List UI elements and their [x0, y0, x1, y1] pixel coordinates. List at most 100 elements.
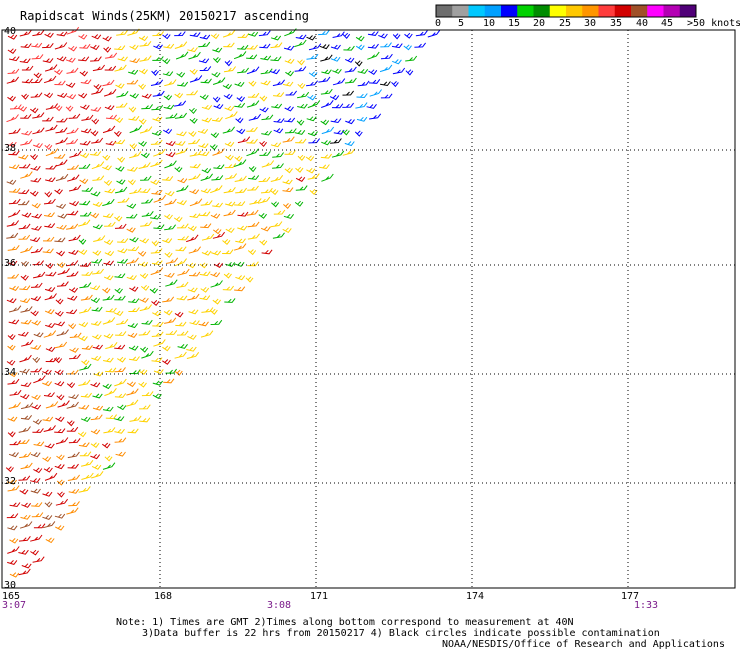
wind-barb	[42, 236, 55, 242]
wind-barb	[21, 212, 32, 218]
wind-barb	[233, 51, 247, 60]
wind-barb	[283, 45, 295, 51]
wind-barb	[20, 382, 32, 388]
wind-barb	[151, 189, 163, 195]
wind-barb	[189, 189, 200, 195]
wind-barb	[31, 225, 42, 231]
wind-barb	[33, 72, 42, 79]
wind-barb	[30, 154, 38, 161]
colorbar-label: 35	[610, 18, 623, 29]
wind-barb	[18, 189, 30, 195]
wind-barb	[150, 159, 163, 168]
wind-barb	[211, 175, 224, 181]
wind-barb	[90, 429, 101, 435]
wind-barb	[114, 393, 127, 398]
wind-barb	[91, 355, 102, 361]
wind-barb	[151, 69, 159, 76]
wind-barb	[139, 41, 152, 47]
wind-barb	[259, 43, 271, 49]
wind-barb	[42, 58, 54, 63]
wind-barb	[102, 165, 112, 171]
wind-barb	[165, 257, 179, 264]
wind-barb	[66, 382, 76, 389]
wind-barb	[18, 549, 29, 555]
wind-barb	[81, 472, 94, 480]
wind-barb	[187, 334, 197, 340]
wind-barb	[368, 79, 381, 84]
wind-barb	[18, 536, 31, 542]
colorbar-swatch	[484, 5, 502, 17]
wind-barb	[103, 46, 112, 53]
wind-barb	[78, 321, 89, 328]
wind-barb	[234, 102, 246, 108]
wind-barb	[211, 117, 223, 122]
wind-barb	[141, 104, 153, 110]
wind-barb	[297, 103, 308, 109]
wind-barb	[30, 549, 39, 556]
wind-barb	[162, 71, 174, 77]
wind-barb	[367, 51, 380, 60]
wind-barb	[199, 211, 211, 217]
wind-barb	[7, 378, 20, 385]
time-label: 3:08	[267, 600, 292, 611]
wind-barb	[199, 34, 211, 40]
wind-barb	[104, 388, 117, 397]
wind-barb	[32, 127, 45, 135]
wind-barb	[151, 300, 160, 307]
wind-barb	[305, 155, 315, 162]
wind-barb	[141, 350, 154, 359]
wind-barb	[33, 375, 46, 384]
wind-barb	[345, 119, 355, 125]
wind-barb	[246, 138, 258, 144]
colorbar	[435, 4, 697, 18]
wind-barb	[55, 416, 65, 422]
wind-barb	[90, 56, 102, 62]
wind-barb	[177, 223, 189, 229]
wind-barb	[31, 394, 41, 401]
lat-label: 30	[4, 580, 17, 591]
wind-barb	[152, 380, 163, 386]
wind-barb	[54, 464, 65, 470]
wind-barb	[138, 330, 151, 336]
time-label: 3:07	[2, 600, 27, 611]
wind-barb	[32, 112, 45, 119]
wind-barb	[294, 200, 304, 207]
wind-barb	[102, 442, 111, 449]
wind-barb	[21, 563, 32, 569]
wind-barb	[30, 310, 39, 317]
wind-barb	[258, 30, 271, 37]
wind-barb	[224, 163, 237, 169]
colorbar-swatch	[549, 5, 567, 17]
wind-barb	[45, 537, 55, 544]
wind-barb	[188, 173, 201, 181]
wind-barb	[200, 78, 212, 84]
colorbar-border	[435, 4, 697, 18]
wind-barb	[68, 250, 79, 255]
wind-barb	[18, 154, 29, 160]
wind-barb	[31, 320, 41, 326]
lon-label: 177	[621, 591, 640, 602]
wind-barb	[91, 118, 100, 125]
wind-barb	[222, 83, 232, 90]
wind-barb	[176, 281, 189, 288]
wind-barb	[32, 419, 42, 425]
wind-barb	[331, 150, 345, 158]
wind-barb	[81, 271, 93, 276]
wind-barb	[128, 106, 137, 113]
wind-barb	[54, 188, 63, 195]
wind-barb	[223, 272, 232, 279]
wind-barb	[319, 164, 330, 170]
wind-barb	[57, 92, 68, 98]
wind-barb	[44, 32, 54, 38]
wind-barb	[43, 392, 55, 398]
wind-barb	[55, 173, 69, 182]
wind-barb	[212, 77, 226, 85]
wind-barb	[150, 79, 164, 86]
wind-barb	[189, 198, 203, 207]
colorbar-label: 5	[458, 18, 465, 29]
wind-barb	[32, 30, 45, 37]
wind-barb	[114, 223, 127, 229]
wind-barb	[165, 191, 175, 197]
wind-barb	[225, 227, 235, 234]
